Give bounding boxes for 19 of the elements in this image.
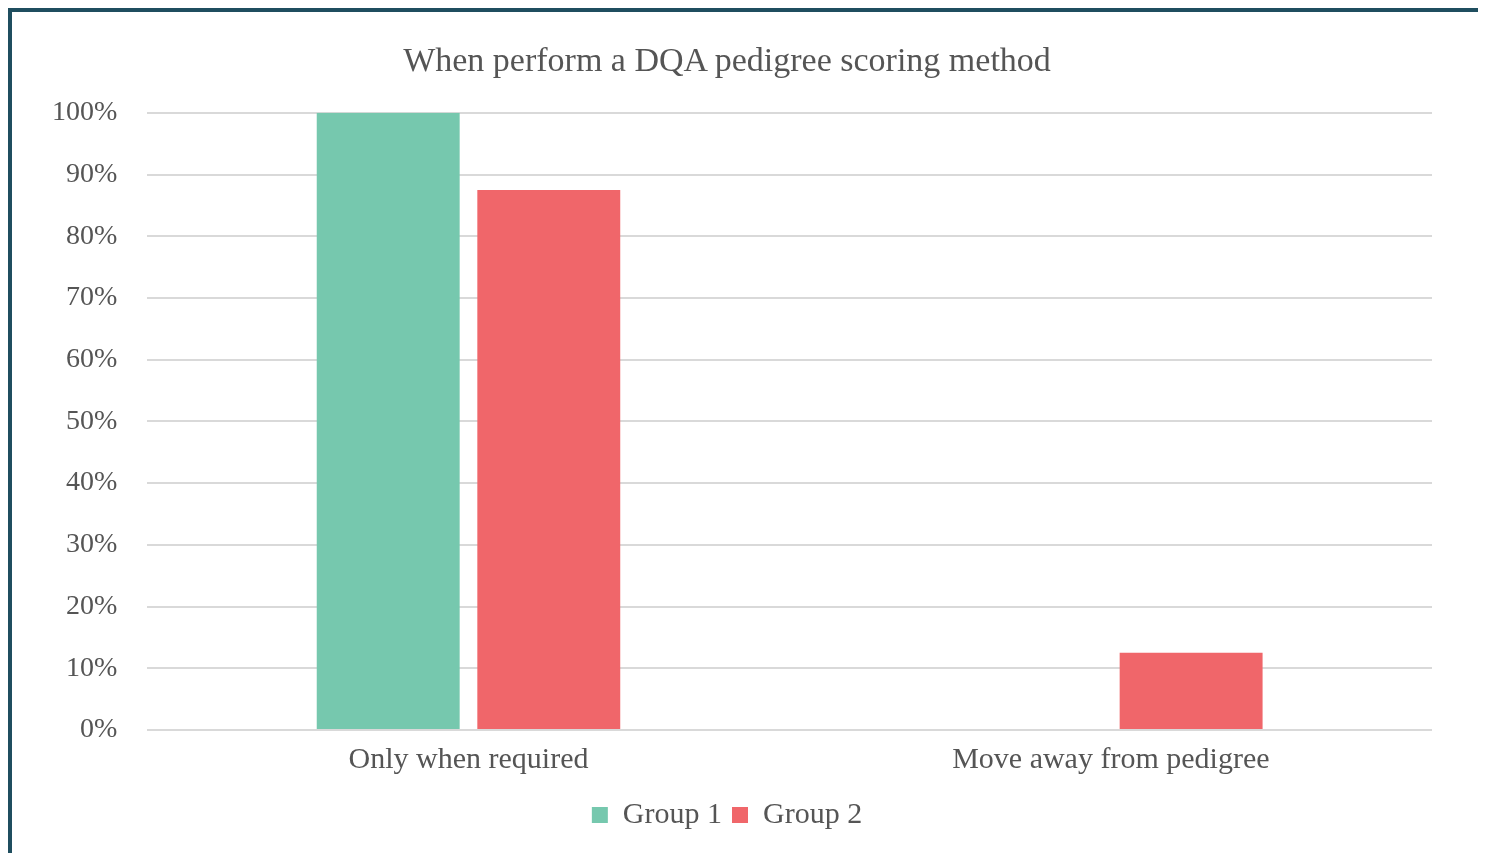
- bar: [477, 189, 621, 729]
- x-tick-label: Move away from pedigree: [952, 740, 1270, 774]
- legend-label: Group 2: [763, 795, 863, 829]
- y-tick-label: 20%: [66, 588, 118, 620]
- y-tick-label: 60%: [66, 342, 118, 374]
- x-tick-label: Only when required: [348, 740, 589, 774]
- y-tick-label: 50%: [66, 403, 118, 435]
- chart-title: When perform a DQA pedigree scoring method: [403, 41, 1051, 79]
- bar: [1119, 652, 1263, 729]
- legend-label: Group 1: [622, 795, 722, 829]
- y-tick-label: 0%: [80, 712, 118, 744]
- bar: [316, 112, 460, 729]
- y-tick-label: 70%: [66, 280, 118, 312]
- y-tick-label: 10%: [66, 650, 118, 682]
- y-tick-label: 100%: [52, 95, 118, 127]
- y-tick-label: 30%: [66, 527, 118, 559]
- y-tick-label: 80%: [66, 218, 118, 250]
- y-tick-label: 40%: [66, 465, 118, 497]
- y-tick-label: 90%: [66, 156, 118, 188]
